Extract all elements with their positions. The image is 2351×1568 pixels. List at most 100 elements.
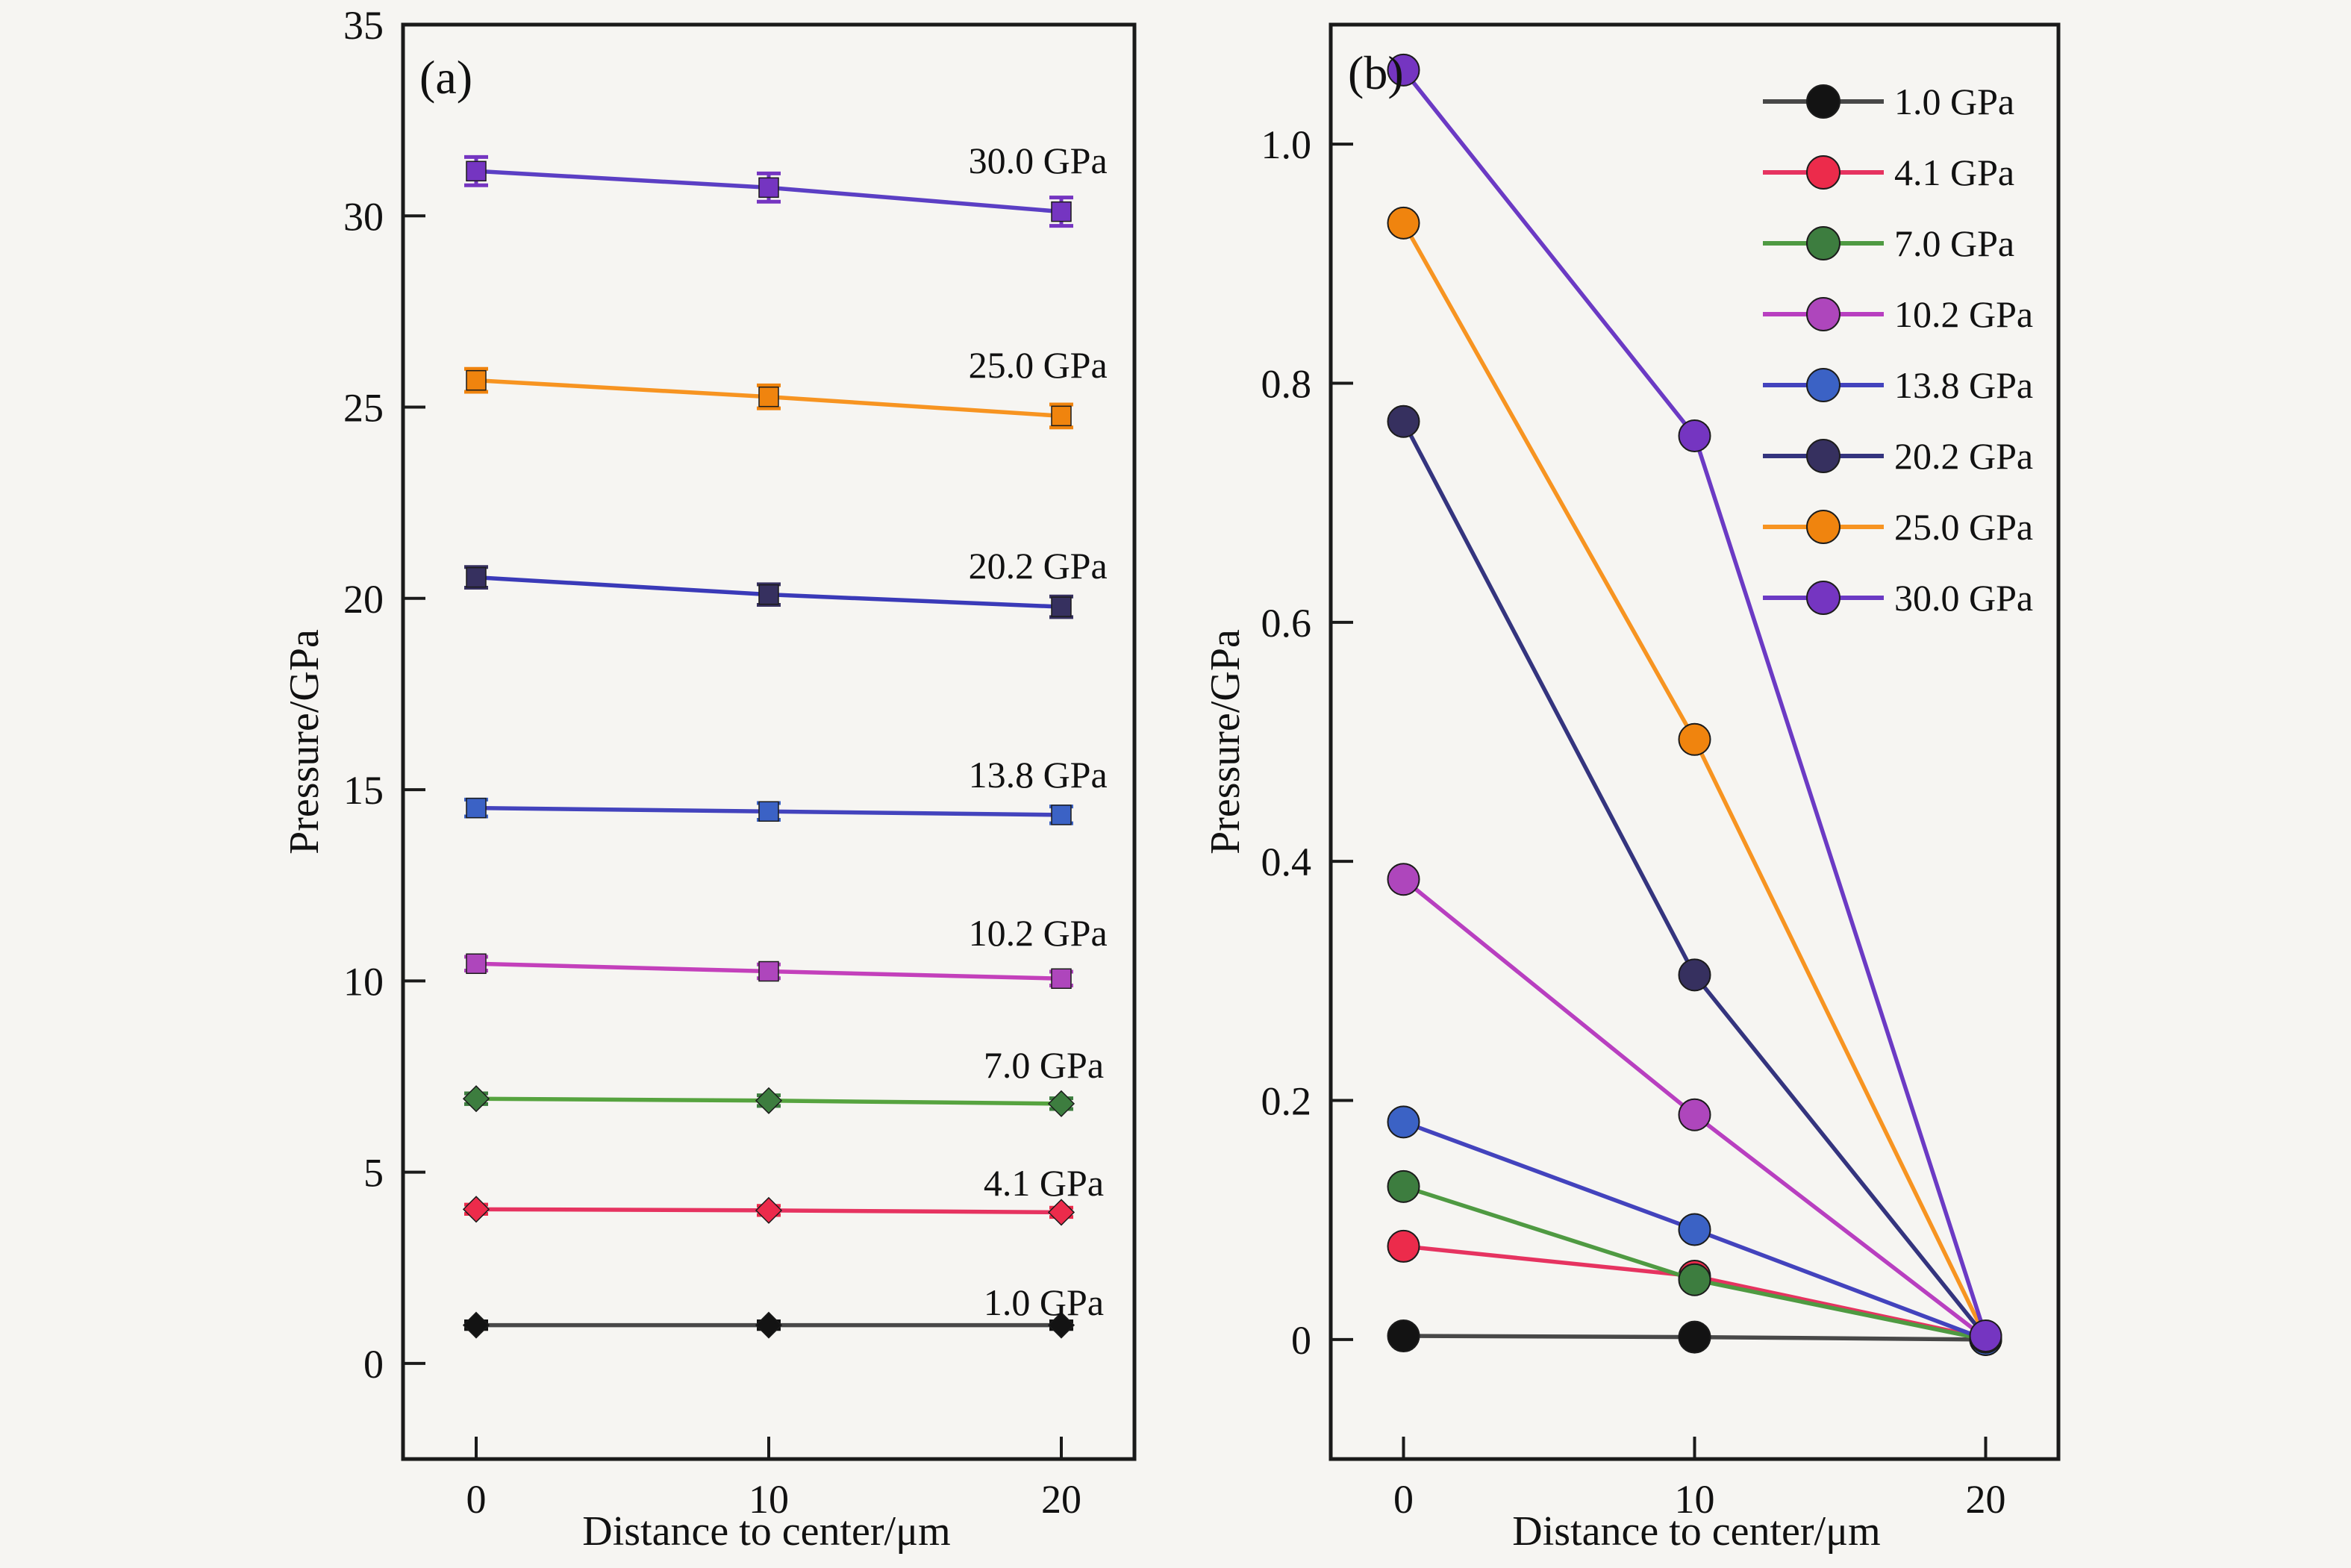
panel-a-data-point-marker bbox=[755, 1311, 783, 1339]
panel-a-y-tick-label: 5 bbox=[363, 1151, 384, 1196]
legend: 1.0 GPa 4.1 GPa 7.0 GPa 10.2 GPa 13.8 GP… bbox=[1763, 66, 2033, 633]
panel-b-y-tick-label: 0.4 bbox=[1261, 840, 1312, 884]
panel-a-data-point-marker bbox=[758, 801, 779, 822]
panel-b-y-tick-label: 0.2 bbox=[1261, 1079, 1312, 1124]
panel-a-data-point-marker bbox=[466, 160, 487, 182]
panel-a-y-tick-label: 0 bbox=[363, 1342, 384, 1387]
panel-b-x-axis-title: Distance to center/μm bbox=[1512, 1508, 1881, 1555]
panel-a-x-tick-label: 10 bbox=[749, 1477, 789, 1522]
panel-b-data-point-marker bbox=[1678, 1098, 1711, 1131]
legend-row: 7.0 GPa bbox=[1763, 207, 2033, 278]
series-annotation: 4.1 GPa bbox=[983, 1161, 1105, 1204]
panel-b-y-tick-label: 0.8 bbox=[1261, 362, 1312, 407]
panel-a-data-point-marker bbox=[758, 177, 779, 199]
panel-a-data-point-marker bbox=[755, 1087, 783, 1114]
legend-row: 13.8 GPa bbox=[1763, 349, 2033, 420]
legend-label: 20.2 GPa bbox=[1894, 434, 2034, 477]
legend-row: 25.0 GPa bbox=[1763, 491, 2033, 562]
legend-row: 20.2 GPa bbox=[1763, 420, 2033, 491]
panel-a-data-point-marker bbox=[466, 566, 487, 588]
panel-a-data-point-marker bbox=[466, 797, 487, 819]
legend-row: 4.1 GPa bbox=[1763, 137, 2033, 207]
panel-a-x-tick-label: 20 bbox=[1041, 1477, 1081, 1522]
panel-b-data-point-marker bbox=[1678, 1263, 1711, 1296]
panel-b-data-point-marker bbox=[1387, 863, 1420, 896]
legend-row: 1.0 GPa bbox=[1763, 66, 2033, 137]
panel-b-x-tick-label: 20 bbox=[1966, 1477, 2006, 1522]
legend-label: 7.0 GPa bbox=[1894, 222, 2015, 264]
panel-a-y-tick-label: 10 bbox=[343, 959, 384, 1004]
legend-marker-icon bbox=[1763, 225, 1884, 262]
panel-b-data-point-marker bbox=[1969, 1319, 2002, 1353]
panel-a-y-axis-title: Pressure/GPa bbox=[281, 629, 328, 855]
panel-a-data-point-marker bbox=[1051, 596, 1072, 617]
panel-a-data-point-marker bbox=[1047, 1311, 1075, 1339]
legend-marker-icon bbox=[1763, 366, 1884, 404]
legend-label: 13.8 GPa bbox=[1894, 363, 2034, 406]
panel-b-data-point-marker bbox=[1387, 1229, 1420, 1263]
legend-label: 10.2 GPa bbox=[1894, 293, 2034, 335]
panel-a-x-tick-label: 0 bbox=[466, 1477, 487, 1522]
panel-b-axes-frame bbox=[1329, 22, 2061, 1461]
panel-b-x-tick-label: 10 bbox=[1675, 1477, 1715, 1522]
panel-a-y-tick-label: 20 bbox=[343, 577, 384, 622]
panel-a-data-point-marker bbox=[466, 953, 487, 975]
panel-a-data-point-marker bbox=[1051, 968, 1072, 990]
panel-b-label: (b) bbox=[1348, 46, 1404, 99]
legend-row: 10.2 GPa bbox=[1763, 278, 2033, 349]
legend-row: 30.0 GPa bbox=[1763, 562, 2033, 633]
panel-a-data-point-marker bbox=[1051, 805, 1072, 825]
legend-label: 1.0 GPa bbox=[1894, 80, 2015, 122]
panel-b-y-axis-title: Pressure/GPa bbox=[1202, 629, 1249, 855]
series-annotation: 25.0 GPa bbox=[968, 344, 1108, 387]
panel-a-data-point-marker bbox=[755, 1196, 783, 1224]
panel-a-axes-frame bbox=[401, 22, 1137, 1461]
panel-a-data-point-marker bbox=[462, 1311, 490, 1339]
panel-a-data-point-marker bbox=[462, 1196, 490, 1223]
legend-marker-icon bbox=[1763, 83, 1884, 120]
series-annotation: 1.0 GPa bbox=[983, 1281, 1105, 1323]
panel-b-data-point-marker bbox=[1387, 53, 1420, 87]
panel-b-y-tick-label: 0.6 bbox=[1261, 601, 1312, 646]
panel-a-data-point-marker bbox=[1051, 201, 1072, 222]
panel-a-data-point-marker bbox=[1051, 405, 1072, 427]
panel-a-data-point-marker bbox=[758, 584, 779, 605]
legend-marker-icon bbox=[1763, 437, 1884, 475]
panel-a-data-point-marker bbox=[1047, 1199, 1075, 1226]
panel-b-data-point-marker bbox=[1387, 405, 1420, 438]
panel-b-data-point-marker bbox=[1678, 419, 1711, 452]
legend-marker-icon bbox=[1763, 508, 1884, 546]
panel-b-data-point-marker bbox=[1678, 1213, 1711, 1246]
panel-b-data-point-marker bbox=[1678, 1320, 1711, 1354]
panel-a-data-point-marker bbox=[1047, 1090, 1075, 1117]
panel-b-y-tick-label: 0 bbox=[1291, 1318, 1311, 1363]
panel-b-data-point-marker bbox=[1387, 1319, 1420, 1353]
series-annotation: 13.8 GPa bbox=[968, 753, 1108, 796]
series-annotation: 20.2 GPa bbox=[968, 545, 1108, 587]
legend-marker-icon bbox=[1763, 154, 1884, 191]
panel-b-data-point-marker bbox=[1387, 206, 1420, 240]
panel-a-label: (a) bbox=[419, 51, 473, 104]
panel-b-data-point-marker bbox=[1387, 1169, 1420, 1203]
panel-a-y-tick-label: 15 bbox=[343, 768, 384, 813]
series-annotation: 7.0 GPa bbox=[983, 1044, 1105, 1087]
panel-a-data-point-marker bbox=[758, 386, 779, 407]
panel-a-y-tick-label: 25 bbox=[343, 386, 384, 431]
legend-label: 30.0 GPa bbox=[1894, 576, 2034, 619]
legend-label: 25.0 GPa bbox=[1894, 505, 2034, 548]
panel-a-y-tick-label: 30 bbox=[343, 194, 384, 239]
legend-marker-icon bbox=[1763, 579, 1884, 616]
panel-b-x-tick-label: 0 bbox=[1393, 1477, 1414, 1522]
panel-b-data-point-marker bbox=[1387, 1105, 1420, 1139]
panel-b-data-point-marker bbox=[1678, 958, 1711, 992]
series-annotation: 30.0 GPa bbox=[968, 139, 1108, 181]
panel-a-y-tick-label: 35 bbox=[343, 3, 384, 48]
panel-b-y-tick-label: 1.0 bbox=[1261, 122, 1312, 167]
panel-a-x-axis-title: Distance to center/μm bbox=[582, 1508, 951, 1555]
panel-b-data-point-marker bbox=[1678, 722, 1711, 756]
legend-label: 4.1 GPa bbox=[1894, 151, 2015, 193]
legend-marker-icon bbox=[1763, 296, 1884, 333]
series-annotation: 10.2 GPa bbox=[968, 912, 1108, 955]
